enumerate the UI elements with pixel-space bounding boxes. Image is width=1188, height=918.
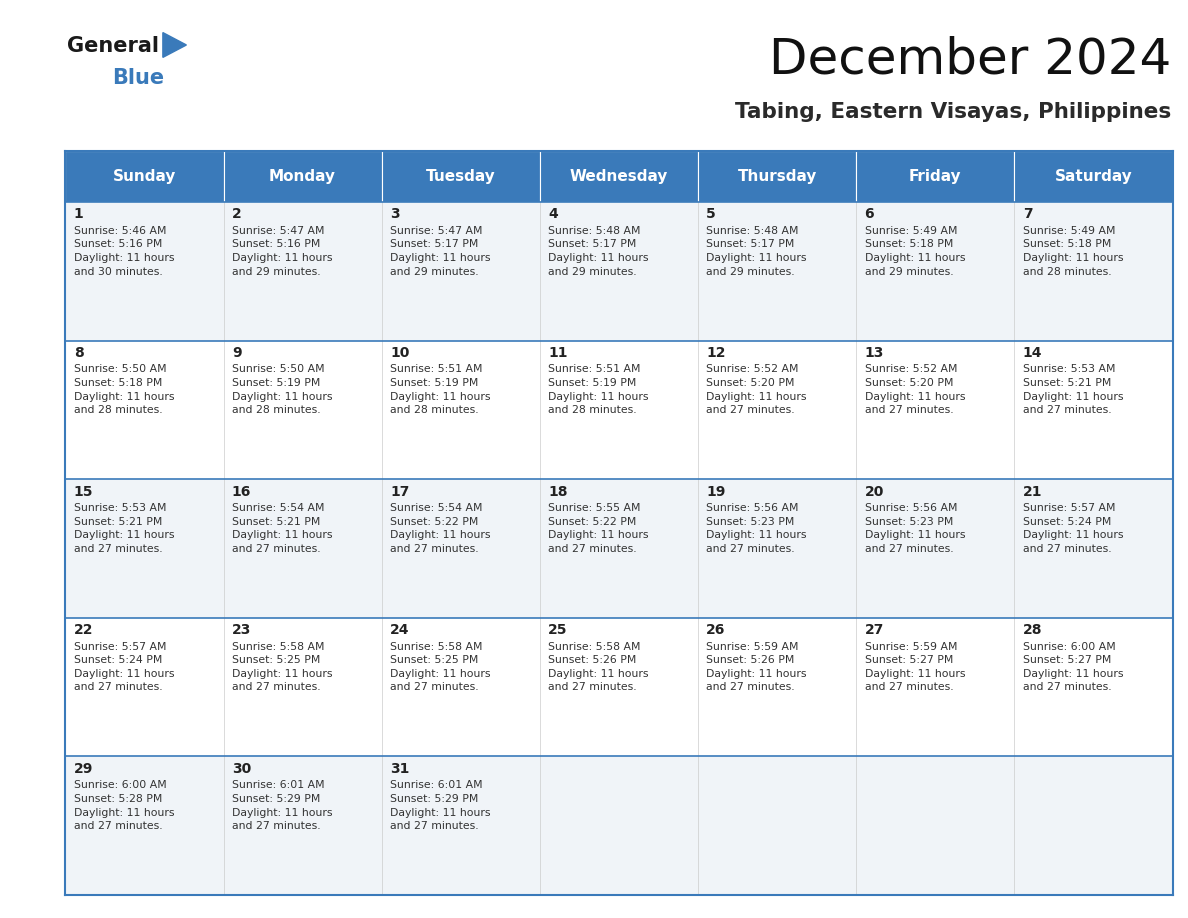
Text: 28: 28 [1023,623,1042,637]
Text: 29: 29 [74,762,93,776]
Text: Sunrise: 5:52 AM
Sunset: 5:20 PM
Daylight: 11 hours
and 27 minutes.: Sunrise: 5:52 AM Sunset: 5:20 PM Dayligh… [865,364,965,415]
Text: Wednesday: Wednesday [570,169,668,185]
Text: 11: 11 [548,346,568,360]
Text: 15: 15 [74,485,93,498]
Text: Sunrise: 6:01 AM
Sunset: 5:29 PM
Daylight: 11 hours
and 27 minutes.: Sunrise: 6:01 AM Sunset: 5:29 PM Dayligh… [232,780,333,831]
Polygon shape [163,32,187,57]
Text: Sunrise: 5:54 AM
Sunset: 5:22 PM
Daylight: 11 hours
and 27 minutes.: Sunrise: 5:54 AM Sunset: 5:22 PM Dayligh… [390,503,491,554]
Text: Sunrise: 6:00 AM
Sunset: 5:28 PM
Daylight: 11 hours
and 27 minutes.: Sunrise: 6:00 AM Sunset: 5:28 PM Dayligh… [74,780,175,831]
Text: 8: 8 [74,346,83,360]
Text: Thursday: Thursday [738,169,817,185]
Text: 14: 14 [1023,346,1042,360]
Text: Monday: Monday [270,169,336,185]
Text: Saturday: Saturday [1055,169,1132,185]
Text: Sunrise: 5:51 AM
Sunset: 5:19 PM
Daylight: 11 hours
and 28 minutes.: Sunrise: 5:51 AM Sunset: 5:19 PM Dayligh… [390,364,491,415]
Text: Sunday: Sunday [113,169,176,185]
Text: General: General [67,36,158,56]
Text: Friday: Friday [909,169,961,185]
Text: 30: 30 [232,762,251,776]
Text: Sunrise: 5:49 AM
Sunset: 5:18 PM
Daylight: 11 hours
and 29 minutes.: Sunrise: 5:49 AM Sunset: 5:18 PM Dayligh… [865,226,965,276]
Text: 23: 23 [232,623,251,637]
Text: Sunrise: 5:47 AM
Sunset: 5:16 PM
Daylight: 11 hours
and 29 minutes.: Sunrise: 5:47 AM Sunset: 5:16 PM Dayligh… [232,226,333,276]
Text: Sunrise: 5:55 AM
Sunset: 5:22 PM
Daylight: 11 hours
and 27 minutes.: Sunrise: 5:55 AM Sunset: 5:22 PM Dayligh… [548,503,649,554]
Text: 10: 10 [390,346,410,360]
Text: 22: 22 [74,623,93,637]
Text: 1: 1 [74,207,83,221]
Text: Sunrise: 5:46 AM
Sunset: 5:16 PM
Daylight: 11 hours
and 30 minutes.: Sunrise: 5:46 AM Sunset: 5:16 PM Dayligh… [74,226,175,276]
Text: 3: 3 [390,207,399,221]
Text: Sunrise: 6:00 AM
Sunset: 5:27 PM
Daylight: 11 hours
and 27 minutes.: Sunrise: 6:00 AM Sunset: 5:27 PM Dayligh… [1023,642,1123,692]
Text: Sunrise: 5:52 AM
Sunset: 5:20 PM
Daylight: 11 hours
and 27 minutes.: Sunrise: 5:52 AM Sunset: 5:20 PM Dayligh… [707,364,807,415]
Text: 4: 4 [548,207,558,221]
Text: Sunrise: 5:49 AM
Sunset: 5:18 PM
Daylight: 11 hours
and 28 minutes.: Sunrise: 5:49 AM Sunset: 5:18 PM Dayligh… [1023,226,1123,276]
Text: Sunrise: 5:53 AM
Sunset: 5:21 PM
Daylight: 11 hours
and 27 minutes.: Sunrise: 5:53 AM Sunset: 5:21 PM Dayligh… [1023,364,1123,415]
Text: December 2024: December 2024 [769,36,1171,84]
Text: 16: 16 [232,485,251,498]
Text: Sunrise: 5:59 AM
Sunset: 5:27 PM
Daylight: 11 hours
and 27 minutes.: Sunrise: 5:59 AM Sunset: 5:27 PM Dayligh… [865,642,965,692]
Text: Sunrise: 5:56 AM
Sunset: 5:23 PM
Daylight: 11 hours
and 27 minutes.: Sunrise: 5:56 AM Sunset: 5:23 PM Dayligh… [865,503,965,554]
Text: 24: 24 [390,623,410,637]
Text: Sunrise: 5:54 AM
Sunset: 5:21 PM
Daylight: 11 hours
and 27 minutes.: Sunrise: 5:54 AM Sunset: 5:21 PM Dayligh… [232,503,333,554]
Text: Sunrise: 5:58 AM
Sunset: 5:25 PM
Daylight: 11 hours
and 27 minutes.: Sunrise: 5:58 AM Sunset: 5:25 PM Dayligh… [390,642,491,692]
Text: 31: 31 [390,762,410,776]
Text: 13: 13 [865,346,884,360]
Text: Sunrise: 5:56 AM
Sunset: 5:23 PM
Daylight: 11 hours
and 27 minutes.: Sunrise: 5:56 AM Sunset: 5:23 PM Dayligh… [707,503,807,554]
Text: 18: 18 [548,485,568,498]
Text: Sunrise: 5:50 AM
Sunset: 5:18 PM
Daylight: 11 hours
and 28 minutes.: Sunrise: 5:50 AM Sunset: 5:18 PM Dayligh… [74,364,175,415]
Text: Blue: Blue [112,68,164,88]
Text: 9: 9 [232,346,241,360]
Text: Sunrise: 5:48 AM
Sunset: 5:17 PM
Daylight: 11 hours
and 29 minutes.: Sunrise: 5:48 AM Sunset: 5:17 PM Dayligh… [707,226,807,276]
Text: 12: 12 [707,346,726,360]
Text: Sunrise: 5:51 AM
Sunset: 5:19 PM
Daylight: 11 hours
and 28 minutes.: Sunrise: 5:51 AM Sunset: 5:19 PM Dayligh… [548,364,649,415]
Text: 19: 19 [707,485,726,498]
Text: 27: 27 [865,623,884,637]
Text: 17: 17 [390,485,410,498]
Text: 6: 6 [865,207,874,221]
Text: 21: 21 [1023,485,1042,498]
Text: 20: 20 [865,485,884,498]
Text: Sunrise: 6:01 AM
Sunset: 5:29 PM
Daylight: 11 hours
and 27 minutes.: Sunrise: 6:01 AM Sunset: 5:29 PM Dayligh… [390,780,491,831]
Text: Sunrise: 5:57 AM
Sunset: 5:24 PM
Daylight: 11 hours
and 27 minutes.: Sunrise: 5:57 AM Sunset: 5:24 PM Dayligh… [1023,503,1123,554]
Text: Sunrise: 5:50 AM
Sunset: 5:19 PM
Daylight: 11 hours
and 28 minutes.: Sunrise: 5:50 AM Sunset: 5:19 PM Dayligh… [232,364,333,415]
Text: Sunrise: 5:58 AM
Sunset: 5:25 PM
Daylight: 11 hours
and 27 minutes.: Sunrise: 5:58 AM Sunset: 5:25 PM Dayligh… [232,642,333,692]
Text: Sunrise: 5:47 AM
Sunset: 5:17 PM
Daylight: 11 hours
and 29 minutes.: Sunrise: 5:47 AM Sunset: 5:17 PM Dayligh… [390,226,491,276]
Text: Tabing, Eastern Visayas, Philippines: Tabing, Eastern Visayas, Philippines [735,102,1171,122]
Text: 26: 26 [707,623,726,637]
Text: 2: 2 [232,207,241,221]
Text: Sunrise: 5:53 AM
Sunset: 5:21 PM
Daylight: 11 hours
and 27 minutes.: Sunrise: 5:53 AM Sunset: 5:21 PM Dayligh… [74,503,175,554]
Text: 5: 5 [707,207,716,221]
Text: Tuesday: Tuesday [426,169,495,185]
Text: Sunrise: 5:59 AM
Sunset: 5:26 PM
Daylight: 11 hours
and 27 minutes.: Sunrise: 5:59 AM Sunset: 5:26 PM Dayligh… [707,642,807,692]
Text: 25: 25 [548,623,568,637]
Text: 7: 7 [1023,207,1032,221]
Text: Sunrise: 5:57 AM
Sunset: 5:24 PM
Daylight: 11 hours
and 27 minutes.: Sunrise: 5:57 AM Sunset: 5:24 PM Dayligh… [74,642,175,692]
Text: Sunrise: 5:58 AM
Sunset: 5:26 PM
Daylight: 11 hours
and 27 minutes.: Sunrise: 5:58 AM Sunset: 5:26 PM Dayligh… [548,642,649,692]
Text: Sunrise: 5:48 AM
Sunset: 5:17 PM
Daylight: 11 hours
and 29 minutes.: Sunrise: 5:48 AM Sunset: 5:17 PM Dayligh… [548,226,649,276]
